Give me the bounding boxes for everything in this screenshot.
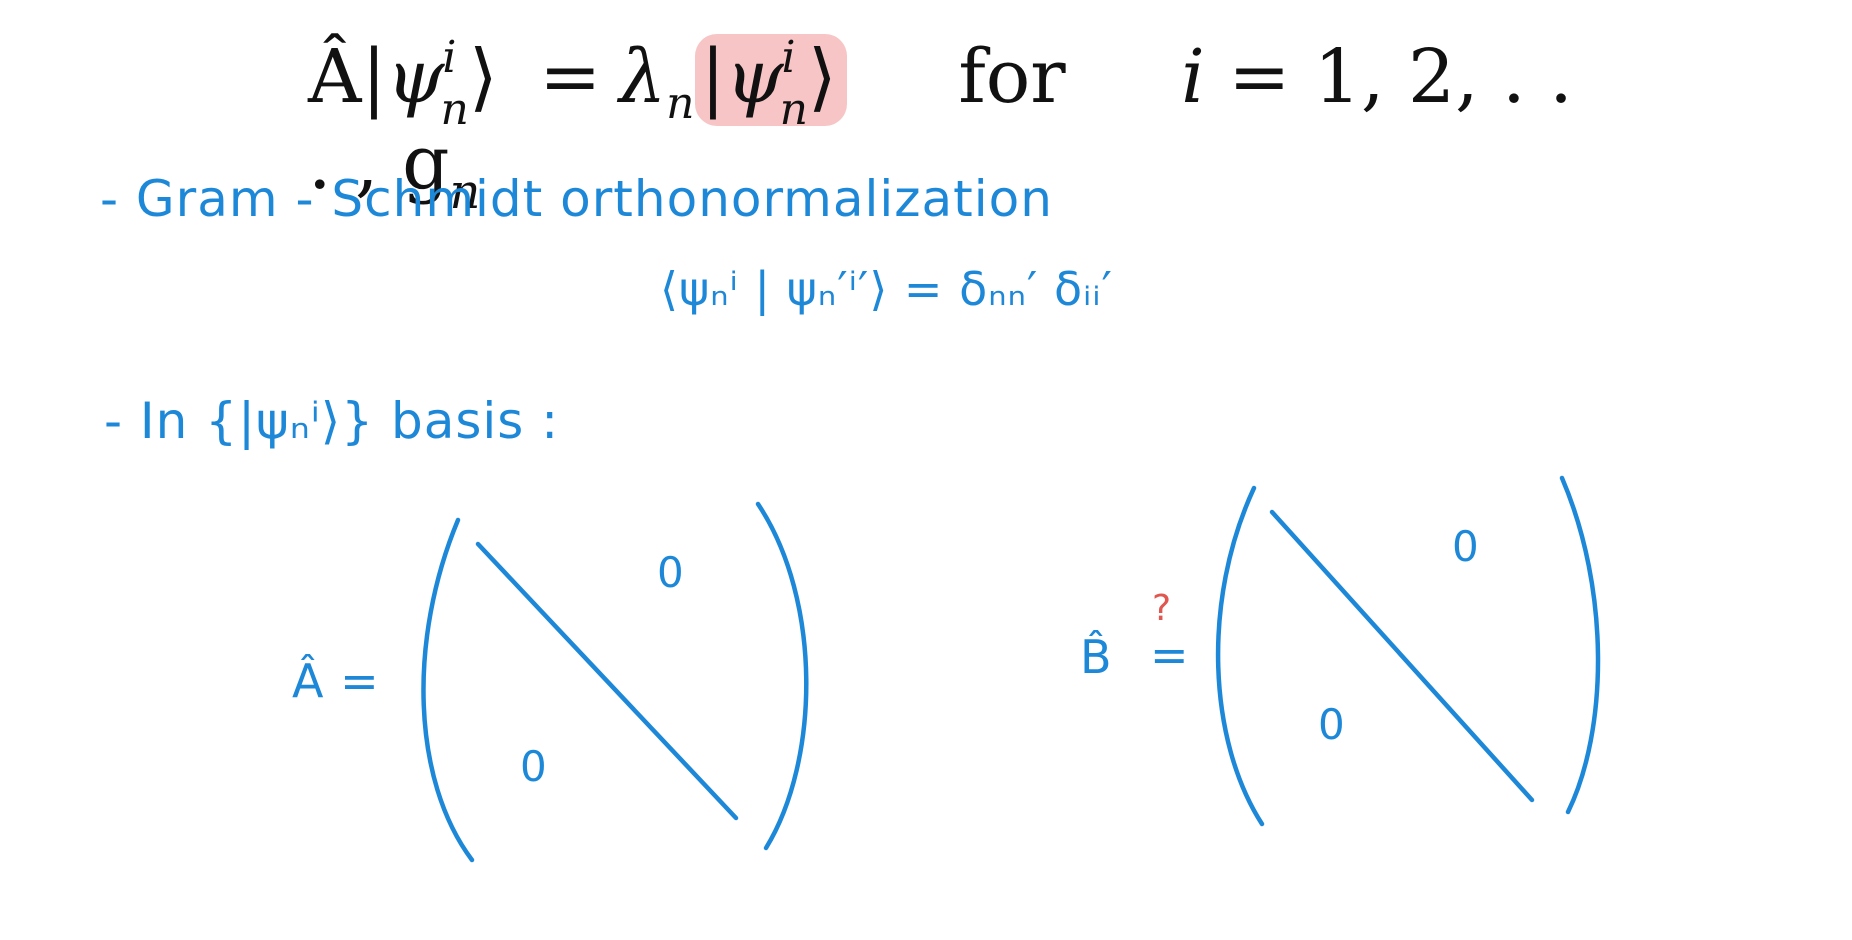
operator-a-hat: Â: [308, 34, 362, 120]
matrix-b-diagonal: [1269, 509, 1535, 803]
index-variable: i: [1181, 34, 1205, 120]
matrix-b-equals: =: [1150, 628, 1190, 682]
equals-sign: =: [539, 34, 602, 120]
matrix-b-label: B̂: [1080, 630, 1113, 684]
eigenvalue-equation: Â|ψin⟩ = λn|ψin⟩ for i = 1, 2, . . . , gn: [308, 32, 1573, 220]
matrix-a-diagonal: [475, 541, 739, 821]
question-mark: ?: [1152, 588, 1172, 629]
orthonormal-relation: ⟨ψₙⁱ | ψₙ′ⁱ′⟩ = δₙₙ′ δᵢᵢ′: [660, 262, 1113, 316]
matrix-b-right-paren: [1559, 475, 1601, 815]
gram-schmidt-note: - Gram - Schmidt orthonormalization: [100, 170, 1053, 228]
ket-left: |ψin⟩: [361, 32, 498, 135]
basis-note: - In {|ψₙⁱ⟩} basis :: [104, 392, 560, 450]
word-for: for: [958, 34, 1066, 120]
matrix-b-lower-zero: 0: [1318, 700, 1346, 749]
matrix-a-lower-zero: 0: [520, 742, 548, 791]
matrix-a-left-paren: [421, 517, 475, 863]
highlighted-ket: |ψin⟩: [694, 34, 847, 131]
matrix-a-right-paren: [755, 501, 809, 851]
matrix-b-upper-zero: 0: [1452, 522, 1480, 571]
index-range: = 1, 2, . . . , g: [308, 34, 1573, 206]
eigenvalue-lambda: λ: [619, 34, 667, 120]
matrix-b-left-paren: [1215, 485, 1265, 827]
matrix-a-label: Â =: [292, 654, 380, 708]
matrix-a-upper-zero: 0: [657, 548, 685, 597]
